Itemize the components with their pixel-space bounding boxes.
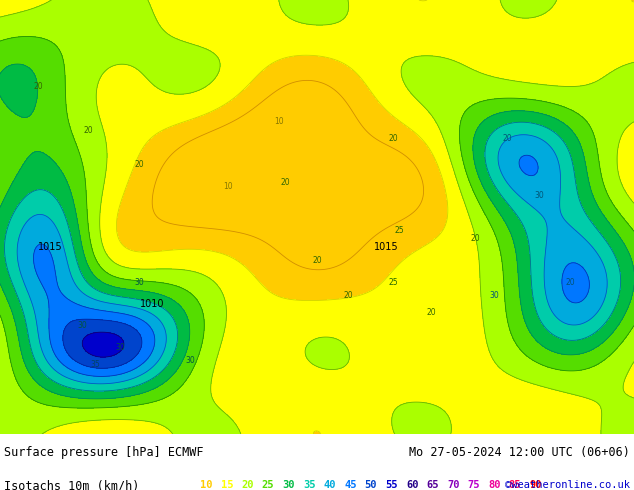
Text: 1010: 1010 — [140, 299, 164, 309]
Text: 30: 30 — [77, 321, 87, 330]
Text: 20: 20 — [470, 234, 481, 243]
Text: 25: 25 — [388, 278, 398, 287]
Text: Surface pressure [hPa] ECMWF: Surface pressure [hPa] ECMWF — [4, 446, 204, 459]
Text: 50: 50 — [365, 480, 377, 490]
Text: 10: 10 — [274, 117, 284, 126]
Text: 30: 30 — [282, 480, 295, 490]
Text: 1015: 1015 — [39, 243, 63, 252]
Text: 75: 75 — [468, 480, 480, 490]
Text: 45: 45 — [344, 480, 356, 490]
Text: 85: 85 — [509, 480, 521, 490]
Text: 15: 15 — [221, 480, 233, 490]
Text: 20: 20 — [241, 480, 254, 490]
Text: 80: 80 — [488, 480, 501, 490]
Text: 90: 90 — [529, 480, 542, 490]
Text: 20: 20 — [566, 278, 576, 287]
Text: 10: 10 — [200, 480, 212, 490]
Text: 65: 65 — [427, 480, 439, 490]
Text: 30: 30 — [115, 343, 126, 352]
Text: 20: 20 — [280, 178, 290, 187]
Text: 20: 20 — [33, 82, 43, 91]
Text: 20: 20 — [134, 160, 145, 170]
Text: 40: 40 — [323, 480, 336, 490]
Text: 20: 20 — [84, 126, 94, 135]
Text: 20: 20 — [388, 134, 398, 144]
Text: 20: 20 — [426, 308, 436, 317]
Text: 30: 30 — [185, 356, 195, 365]
Text: 10: 10 — [223, 182, 233, 191]
Text: 70: 70 — [447, 480, 460, 490]
Text: 1015: 1015 — [375, 243, 399, 252]
Text: 60: 60 — [406, 480, 418, 490]
Text: 30: 30 — [134, 278, 145, 287]
Text: 30: 30 — [534, 191, 544, 200]
Text: 20: 20 — [344, 291, 354, 299]
Text: 25: 25 — [262, 480, 275, 490]
Text: 35: 35 — [90, 360, 100, 369]
Text: 25: 25 — [394, 225, 404, 235]
Text: 55: 55 — [385, 480, 398, 490]
Text: ©weatheronline.co.uk: ©weatheronline.co.uk — [505, 480, 630, 490]
Text: 20: 20 — [312, 256, 322, 265]
Text: 35: 35 — [303, 480, 316, 490]
Text: Isotachs 10m (km/h): Isotachs 10m (km/h) — [4, 480, 139, 490]
Text: Mo 27-05-2024 12:00 UTC (06+06): Mo 27-05-2024 12:00 UTC (06+06) — [409, 446, 630, 459]
Text: 20: 20 — [502, 134, 512, 144]
Text: 30: 30 — [489, 291, 500, 299]
